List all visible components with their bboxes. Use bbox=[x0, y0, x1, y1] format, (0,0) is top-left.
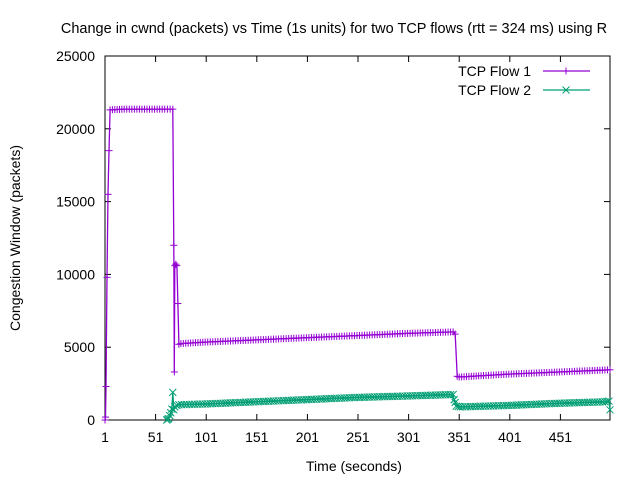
x-axis-label: Time (seconds) bbox=[306, 458, 402, 474]
legend-item-flow-2: TCP Flow 2 bbox=[458, 82, 590, 98]
data-point-flow-2 bbox=[173, 401, 181, 410]
data-point-flow-1 bbox=[105, 147, 113, 155]
y-tick-label: 10000 bbox=[56, 266, 95, 282]
x-axis: 1 51 101 151 201 251 301 351 401 451 bbox=[101, 56, 572, 445]
data-point-flow-1 bbox=[170, 368, 178, 376]
data-point-flow-1 bbox=[174, 300, 182, 308]
x-tick-label: 1 bbox=[101, 429, 109, 445]
data-point-flow-1 bbox=[606, 366, 614, 374]
chart-title: Change in cwnd (packets) vs Time (1s uni… bbox=[61, 21, 607, 37]
data-point-flow-1 bbox=[102, 413, 110, 421]
y-tick-label: 25000 bbox=[56, 48, 95, 64]
data-point-flow-1 bbox=[170, 241, 178, 249]
x-tick-label: 101 bbox=[195, 429, 219, 445]
data-point-legend-1 bbox=[562, 67, 570, 75]
legend: TCP Flow 1 TCP Flow 2 bbox=[458, 63, 590, 98]
data-point-flow-2 bbox=[605, 397, 613, 405]
data-point-flow-2 bbox=[603, 397, 611, 406]
y-tick-label: 15000 bbox=[56, 194, 95, 210]
x-tick-label: 351 bbox=[448, 429, 472, 445]
data-point-flow-2 bbox=[446, 390, 455, 399]
data-point-flow-1 bbox=[172, 260, 180, 268]
legend-label: TCP Flow 1 bbox=[458, 63, 531, 79]
series-flow-1 bbox=[101, 105, 614, 424]
y-axis-label: Congestion Window (packets) bbox=[7, 145, 23, 331]
y-axis: 0 5000 10000 15000 20000 25000 bbox=[56, 48, 610, 428]
legend-item-flow-1: TCP Flow 1 bbox=[458, 63, 590, 79]
data-point-flow-2 bbox=[168, 388, 177, 397]
data-point-legend-2 bbox=[562, 86, 570, 94]
data-point-flow-2 bbox=[450, 395, 459, 404]
x-tick-label: 301 bbox=[397, 429, 421, 445]
legend-label: TCP Flow 2 bbox=[458, 82, 531, 98]
data-point-flow-1 bbox=[101, 416, 109, 424]
series-layer bbox=[101, 105, 614, 424]
data-point-flow-1 bbox=[169, 105, 177, 113]
x-tick-label: 151 bbox=[245, 429, 269, 445]
y-tick-label: 20000 bbox=[56, 121, 95, 137]
data-point-flow-1 bbox=[103, 273, 111, 281]
data-point-flow-1 bbox=[173, 262, 181, 270]
data-point-flow-2 bbox=[165, 411, 174, 420]
x-tick-label: 201 bbox=[296, 429, 320, 445]
y-tick-label: 0 bbox=[87, 412, 95, 428]
series-flow-2 bbox=[162, 388, 614, 424]
data-point-flow-2 bbox=[164, 414, 173, 423]
data-point-flow-1 bbox=[102, 383, 110, 391]
data-point-flow-1 bbox=[451, 330, 459, 338]
data-point-flow-1 bbox=[104, 190, 112, 198]
y-tick-label: 5000 bbox=[64, 339, 95, 355]
x-tick-label: 51 bbox=[148, 429, 164, 445]
data-point-flow-2 bbox=[606, 405, 614, 414]
x-tick-label: 251 bbox=[346, 429, 370, 445]
x-tick-label: 451 bbox=[549, 429, 573, 445]
plot-frame bbox=[104, 55, 611, 421]
series-line-flow-1 bbox=[104, 108, 611, 421]
x-tick-label: 401 bbox=[498, 429, 522, 445]
